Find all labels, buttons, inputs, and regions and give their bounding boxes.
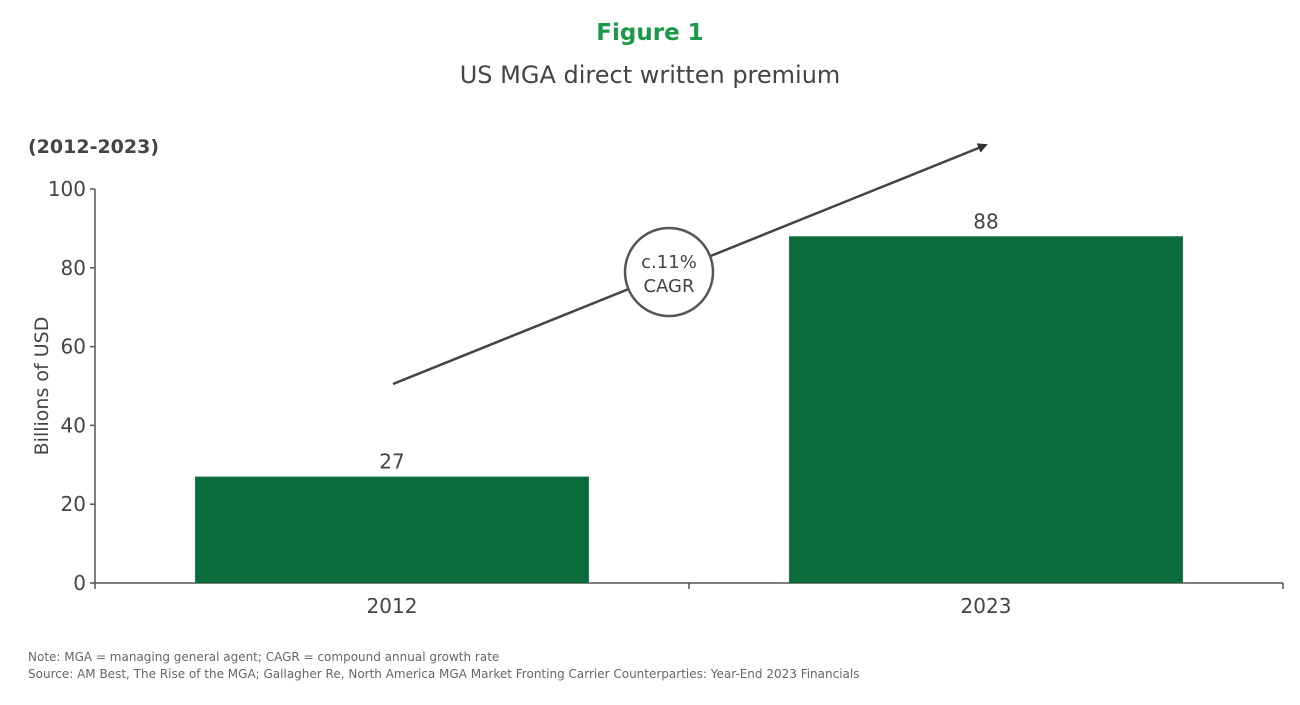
figure-label: Figure 1: [596, 20, 704, 46]
y-tick-label: 0: [73, 571, 86, 595]
cagr-label-line2: CAGR: [643, 276, 694, 297]
bar: [195, 476, 589, 583]
x-tick-label: 2023: [961, 594, 1012, 618]
y-tick-label: 60: [61, 335, 86, 359]
cagr-label-line1: c.11%: [641, 252, 697, 273]
cagr-circle: [623, 226, 715, 318]
y-tick-label: 100: [48, 177, 86, 201]
y-tick-label: 20: [61, 492, 86, 516]
y-axis-label: Billions of USD: [31, 317, 53, 456]
y-tick-label: 80: [61, 256, 86, 280]
chart-title: US MGA direct written premium: [459, 61, 841, 89]
data-label: 88: [973, 209, 998, 233]
y-tick-label: 40: [61, 413, 86, 437]
note-text: Note: MGA = managing general agent; CAGR…: [28, 650, 500, 664]
x-tick-label: 2012: [367, 594, 418, 618]
chart-subtitle: (2012-2023): [28, 136, 160, 158]
bar: [789, 236, 1183, 583]
data-label: 27: [379, 450, 404, 474]
source-text: Source: AM Best, The Rise of the MGA; Ga…: [28, 667, 860, 681]
